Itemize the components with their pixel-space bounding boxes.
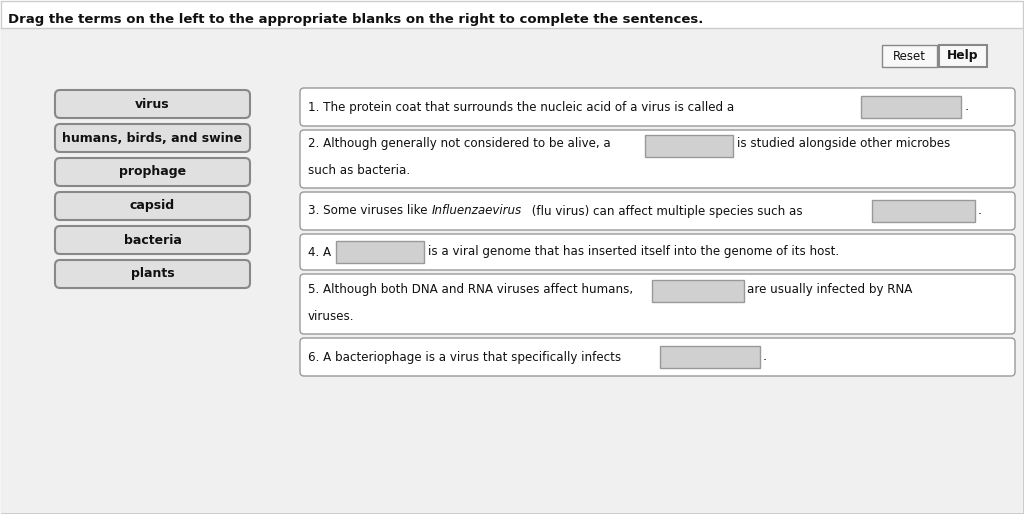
FancyBboxPatch shape	[300, 192, 1015, 230]
Bar	[336, 241, 424, 263]
Text: is a viral genome that has inserted itself into the genome of its host.: is a viral genome that has inserted itse…	[428, 246, 839, 259]
Text: bacteria: bacteria	[124, 233, 181, 247]
FancyBboxPatch shape	[55, 90, 250, 118]
FancyBboxPatch shape	[300, 274, 1015, 334]
Text: .: .	[978, 205, 982, 217]
Bar	[861, 96, 961, 118]
Text: virus: virus	[135, 98, 170, 111]
FancyBboxPatch shape	[55, 158, 250, 186]
Text: .: .	[965, 101, 970, 114]
FancyBboxPatch shape	[55, 260, 250, 288]
FancyBboxPatch shape	[300, 234, 1015, 270]
Bar	[882, 45, 937, 67]
Text: 5. Although both DNA and RNA viruses affect humans,: 5. Although both DNA and RNA viruses aff…	[308, 284, 633, 297]
FancyBboxPatch shape	[300, 338, 1015, 376]
Text: 4. A: 4. A	[308, 246, 331, 259]
Text: 6. A bacteriophage is a virus that specifically infects: 6. A bacteriophage is a virus that speci…	[308, 351, 622, 363]
Bar	[872, 200, 975, 222]
Text: humans, birds, and swine: humans, birds, and swine	[62, 132, 243, 144]
FancyBboxPatch shape	[300, 130, 1015, 188]
Text: Help: Help	[947, 49, 979, 63]
Text: viruses.: viruses.	[308, 309, 354, 322]
Text: prophage: prophage	[119, 166, 186, 178]
Bar	[660, 346, 760, 368]
Text: 3. Some viruses like: 3. Some viruses like	[308, 205, 431, 217]
Text: .: .	[763, 351, 767, 363]
FancyBboxPatch shape	[55, 226, 250, 254]
Text: is studied alongside other microbes: is studied alongside other microbes	[737, 138, 950, 151]
Text: plants: plants	[131, 267, 174, 281]
Text: are usually infected by RNA: are usually infected by RNA	[746, 284, 912, 297]
Text: such as bacteria.: such as bacteria.	[308, 163, 411, 176]
FancyBboxPatch shape	[300, 88, 1015, 126]
Bar	[652, 280, 744, 302]
Text: (flu virus) can affect multiple species such as: (flu virus) can affect multiple species …	[528, 205, 803, 217]
Bar	[645, 135, 733, 157]
Text: Influenzaevirus: Influenzaevirus	[432, 205, 522, 217]
Text: 1. The protein coat that surrounds the nucleic acid of a virus is called a: 1. The protein coat that surrounds the n…	[308, 101, 734, 114]
Text: Reset: Reset	[893, 49, 926, 63]
Bar	[939, 45, 987, 67]
Text: 2. Although generally not considered to be alive, a: 2. Although generally not considered to …	[308, 138, 610, 151]
Text: Drag the terms on the left to the appropriate blanks on the right to complete th: Drag the terms on the left to the approp…	[8, 13, 703, 26]
FancyBboxPatch shape	[55, 124, 250, 152]
Text: capsid: capsid	[130, 199, 175, 212]
FancyBboxPatch shape	[55, 192, 250, 220]
